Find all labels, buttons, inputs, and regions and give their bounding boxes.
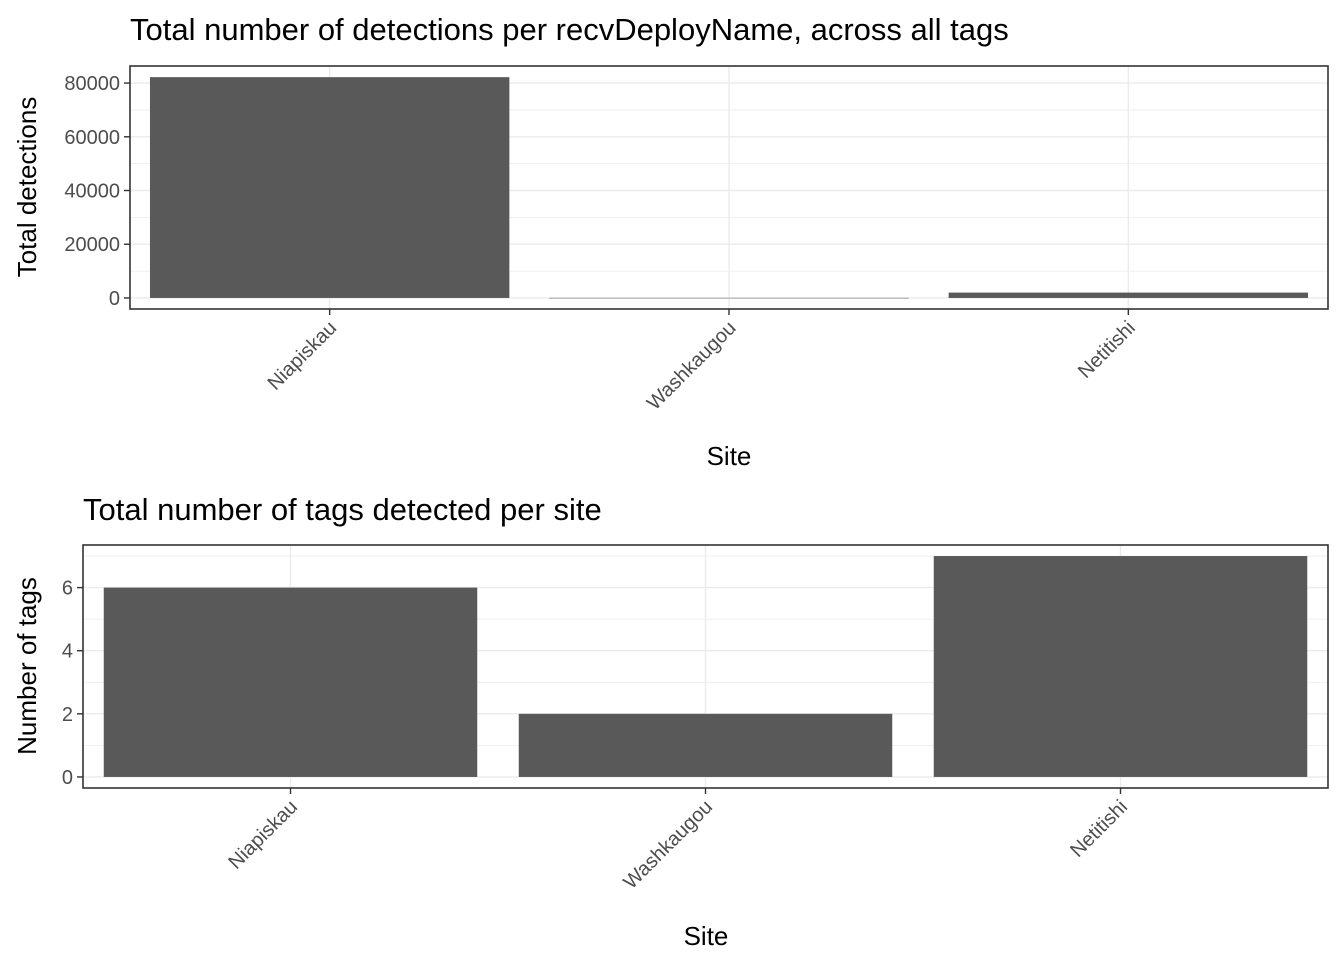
x-tick-label: Netitishi [1074,317,1140,383]
y-tick-label: 60000 [64,127,120,149]
y-axis-title: Total detections [12,97,42,278]
bar-niapiskau [149,77,510,298]
bars [149,77,1309,299]
y-tick-label: 20000 [64,234,120,256]
x-tick-label: Netitishi [1066,796,1132,862]
y-tick-label: 2 [62,704,73,726]
bars [103,556,1308,777]
chart-title: Total number of detections per recvDeplo… [130,12,1009,47]
y-tick-label: 80000 [64,73,120,95]
x-axis-title: Site [707,441,752,471]
x-tick-label: Washkaugou [643,317,741,415]
bar-netitishi [948,292,1309,298]
y-tick-label: 6 [62,578,73,600]
y-axis-title: Number of tags [12,577,42,755]
chart-title: Total number of tags detected per site [83,492,602,527]
x-axis-title: Site [684,921,729,951]
bar-niapiskau [103,587,478,777]
x-tick-label: Niapiskau [264,317,342,395]
x-tick-label: Niapiskau [224,796,302,874]
bar-washkaugou [518,713,893,777]
bar-netitishi [933,556,1308,777]
x-tick-label: Washkaugou [619,796,717,894]
bar-washkaugou [549,297,909,299]
x-ticks: Niapiskau Washkaugou Netitishi [224,788,1132,894]
tags-chart: Total number of tags detected per site 0… [12,492,1329,951]
y-tick-label: 0 [62,767,73,789]
y-tick-label: 40000 [64,181,120,203]
y-tick-label: 0 [109,288,120,310]
detections-chart: Total number of detections per recvDeplo… [12,12,1329,471]
y-tick-label: 4 [62,641,73,663]
y-ticks: 0 20000 40000 60000 80000 [64,73,130,310]
y-ticks: 0 2 4 6 [62,578,83,789]
x-ticks: Niapiskau Washkaugou Netitishi [264,309,1140,415]
